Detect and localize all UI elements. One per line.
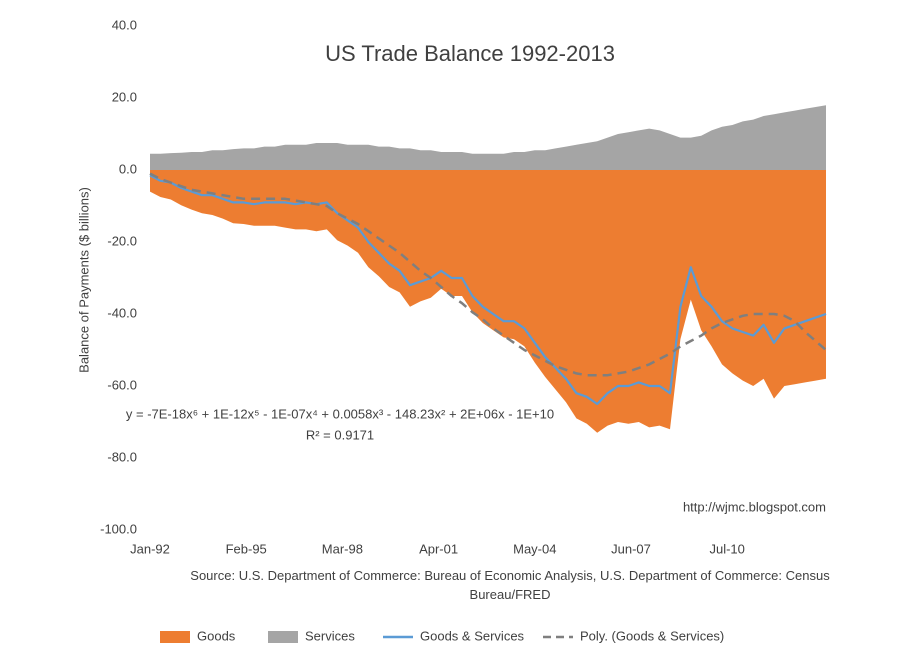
y-tick-label: 0.0 bbox=[119, 161, 137, 176]
y-tick-label: -40.0 bbox=[107, 305, 137, 320]
legend-label: Poly. (Goods & Services) bbox=[580, 628, 724, 643]
x-tick-label: Jul-10 bbox=[709, 541, 744, 556]
legend-label: Goods & Services bbox=[420, 628, 525, 643]
area bbox=[150, 170, 826, 433]
legend-swatch bbox=[160, 631, 190, 643]
x-tick-label: Jun-07 bbox=[611, 541, 651, 556]
y-tick-label: -80.0 bbox=[107, 449, 137, 464]
line bbox=[149, 174, 827, 406]
y-tick-label: -100.0 bbox=[100, 521, 137, 536]
x-tick-label: Apr-01 bbox=[419, 541, 458, 556]
legend-swatch bbox=[268, 631, 298, 643]
x-tick-label: Jan-92 bbox=[130, 541, 170, 556]
y-tick-label: 40.0 bbox=[112, 17, 137, 32]
x-tick-label: Feb-95 bbox=[226, 541, 267, 556]
r-squared: R² = 0.9171 bbox=[306, 427, 374, 442]
y-axis-label: Balance of Payments ($ billions) bbox=[76, 187, 91, 373]
chart-title: US Trade Balance 1992-2013 bbox=[325, 41, 615, 66]
annotation: http://wjmc.blogspot.com bbox=[683, 499, 826, 514]
source-note: Source: U.S. Department of Commerce: Bur… bbox=[190, 568, 830, 602]
area bbox=[150, 105, 826, 170]
trend-line bbox=[149, 172, 827, 377]
y-tick-label: 20.0 bbox=[112, 89, 137, 104]
legend-label: Services bbox=[305, 628, 355, 643]
y-tick-label: -60.0 bbox=[107, 377, 137, 392]
trend-equation: y = -7E-18x⁶ + 1E-12x⁵ - 1E-07x⁴ + 0.005… bbox=[126, 406, 554, 421]
x-tick-label: May-04 bbox=[513, 541, 556, 556]
x-tick-label: Mar-98 bbox=[322, 541, 363, 556]
legend-label: Goods bbox=[197, 628, 236, 643]
y-tick-label: -20.0 bbox=[107, 233, 137, 248]
